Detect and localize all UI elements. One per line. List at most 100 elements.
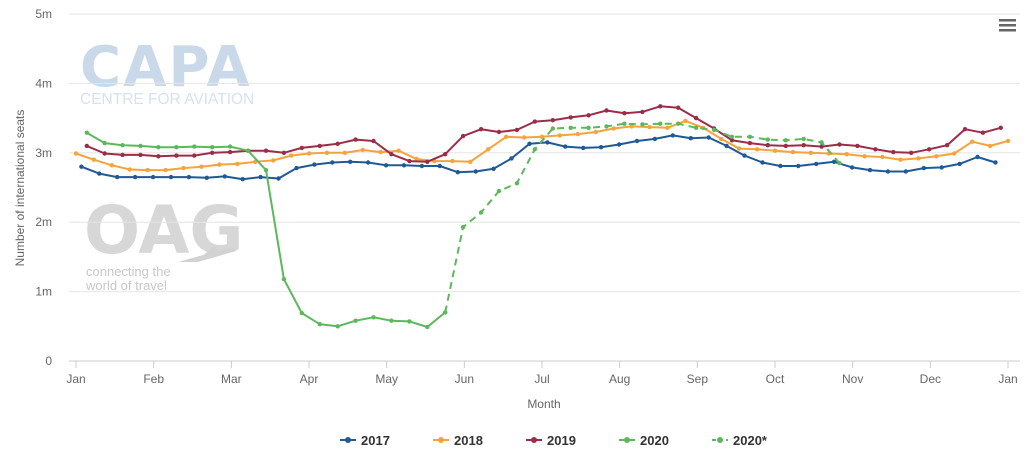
data-point[interactable] xyxy=(271,158,276,163)
data-point[interactable] xyxy=(199,164,204,169)
data-point[interactable] xyxy=(168,174,174,180)
data-point[interactable] xyxy=(460,224,466,230)
data-point[interactable] xyxy=(192,153,197,158)
data-point[interactable] xyxy=(634,138,640,144)
data-point[interactable] xyxy=(885,169,891,174)
data-point[interactable] xyxy=(335,324,340,329)
data-point[interactable] xyxy=(539,134,545,139)
data-point[interactable] xyxy=(550,126,555,131)
data-point[interactable] xyxy=(156,154,161,159)
data-point[interactable] xyxy=(765,143,770,148)
data-point[interactable] xyxy=(383,163,389,168)
data-point[interactable] xyxy=(371,315,376,320)
data-point[interactable] xyxy=(658,104,663,109)
data-point[interactable] xyxy=(210,150,215,155)
data-point[interactable] xyxy=(514,181,520,186)
data-point[interactable] xyxy=(575,131,580,137)
data-point[interactable] xyxy=(855,143,860,149)
data-point[interactable] xyxy=(665,125,670,130)
data-point[interactable] xyxy=(622,121,627,126)
data-point[interactable] xyxy=(844,152,849,157)
data-point[interactable] xyxy=(109,163,115,168)
data-point[interactable] xyxy=(693,115,699,121)
data-point[interactable] xyxy=(294,165,299,171)
data-point[interactable] xyxy=(629,124,634,129)
data-point[interactable] xyxy=(521,135,527,140)
legend-item[interactable]: 2020* xyxy=(712,433,768,448)
data-point[interactable] xyxy=(317,322,322,327)
data-point[interactable] xyxy=(258,174,263,180)
data-point[interactable] xyxy=(145,167,150,173)
data-point[interactable] xyxy=(138,143,143,149)
data-point[interactable] xyxy=(640,122,645,127)
data-point[interactable] xyxy=(245,148,251,153)
data-point[interactable] xyxy=(491,166,496,171)
data-point[interactable] xyxy=(514,127,520,133)
data-point[interactable] xyxy=(921,165,926,171)
data-point[interactable] xyxy=(235,161,240,167)
data-point[interactable] xyxy=(353,318,358,323)
data-point[interactable] xyxy=(288,153,294,158)
data-point[interactable] xyxy=(204,175,209,180)
data-point[interactable] xyxy=(324,150,330,155)
data-point[interactable] xyxy=(120,152,125,158)
data-point[interactable] xyxy=(496,188,502,194)
data-point[interactable] xyxy=(478,127,484,132)
chart-menu-button[interactable] xyxy=(996,16,1018,34)
data-point[interactable] xyxy=(443,310,448,315)
data-point[interactable] xyxy=(670,133,675,138)
data-point[interactable] xyxy=(342,150,347,155)
data-point[interactable] xyxy=(873,147,878,152)
data-point[interactable] xyxy=(486,147,491,152)
data-point[interactable] xyxy=(814,161,819,167)
data-point[interactable] xyxy=(460,133,466,139)
data-point[interactable] xyxy=(819,144,824,149)
data-point[interactable] xyxy=(222,174,227,179)
data-point[interactable] xyxy=(115,174,120,180)
data-point[interactable] xyxy=(84,130,90,135)
data-point[interactable] xyxy=(102,151,107,156)
data-point[interactable] xyxy=(550,118,555,123)
data-point[interactable] xyxy=(719,136,724,142)
data-point[interactable] xyxy=(586,125,591,130)
data-point[interactable] xyxy=(317,143,322,149)
data-point[interactable] xyxy=(163,167,168,173)
legend-item[interactable]: 2019 xyxy=(526,433,576,448)
data-point[interactable] xyxy=(939,165,944,170)
data-point[interactable] xyxy=(688,136,693,141)
data-point[interactable] xyxy=(568,115,573,120)
data-point[interactable] xyxy=(478,210,484,215)
data-point[interactable] xyxy=(138,152,143,158)
data-point[interactable] xyxy=(742,153,747,158)
data-point[interactable] xyxy=(240,177,245,182)
legend-item[interactable]: 2020 xyxy=(619,433,669,448)
data-point[interactable] xyxy=(276,176,281,181)
data-point[interactable] xyxy=(557,133,563,138)
data-point[interactable] xyxy=(880,154,885,160)
data-point[interactable] xyxy=(831,159,837,164)
data-point[interactable] xyxy=(837,142,842,147)
data-point[interactable] xyxy=(210,145,215,150)
data-point[interactable] xyxy=(186,174,192,180)
data-point[interactable] xyxy=(970,139,975,144)
data-point[interactable] xyxy=(227,144,233,149)
data-point[interactable] xyxy=(281,276,287,282)
data-point[interactable] xyxy=(132,174,138,180)
data-point[interactable] xyxy=(837,161,842,166)
data-point[interactable] xyxy=(652,136,658,142)
data-point[interactable] xyxy=(952,151,957,156)
data-point[interactable] xyxy=(724,143,729,149)
data-point[interactable] xyxy=(754,147,760,152)
data-point[interactable] xyxy=(658,121,663,126)
data-point[interactable] xyxy=(998,125,1003,130)
data-point[interactable] xyxy=(455,170,460,175)
data-point[interactable] xyxy=(365,160,371,165)
data-point[interactable] xyxy=(504,134,509,139)
data-point[interactable] xyxy=(509,156,514,161)
data-point[interactable] xyxy=(760,160,765,165)
data-point[interactable] xyxy=(496,129,502,135)
data-point[interactable] xyxy=(604,108,609,113)
data-point[interactable] xyxy=(772,148,778,153)
data-point[interactable] xyxy=(312,162,317,167)
data-point[interactable] xyxy=(611,126,616,131)
